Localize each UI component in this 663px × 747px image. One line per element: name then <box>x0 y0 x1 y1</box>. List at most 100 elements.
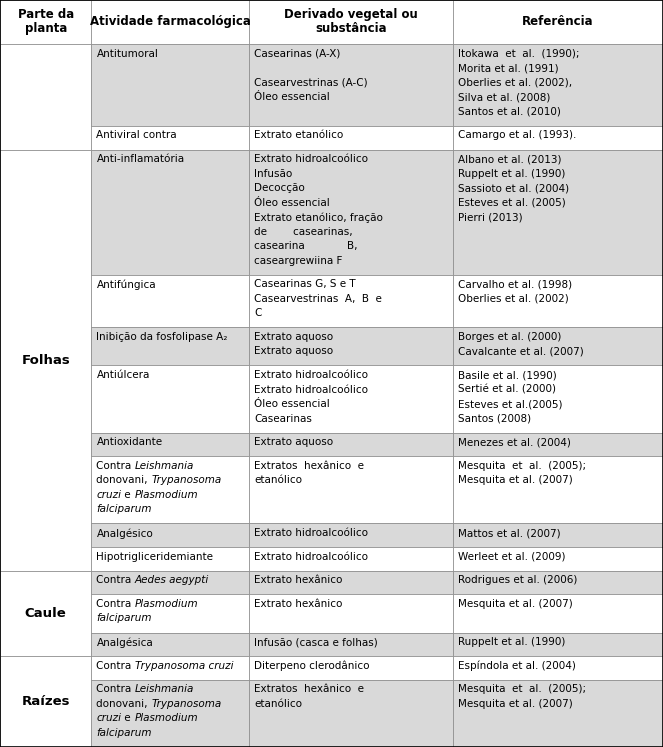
Bar <box>249 149 453 275</box>
Bar <box>249 456 453 524</box>
Text: Santos et al. (2010): Santos et al. (2010) <box>458 107 561 117</box>
Text: casearina             B,: casearina B, <box>255 241 358 251</box>
Bar <box>249 656 453 680</box>
Text: Extrato hexânico: Extrato hexânico <box>255 575 343 586</box>
Text: Esteves et al. (2005): Esteves et al. (2005) <box>458 198 566 208</box>
Bar <box>249 547 453 571</box>
Text: Extrato etanólico: Extrato etanólico <box>255 131 343 140</box>
Text: Parte da: Parte da <box>18 7 74 21</box>
Text: Contra: Contra <box>97 661 135 671</box>
Text: Folhas: Folhas <box>21 353 70 367</box>
Bar <box>453 524 663 547</box>
Text: Pierri (2013): Pierri (2013) <box>458 212 522 222</box>
Bar <box>453 44 663 126</box>
Bar <box>91 680 249 747</box>
Text: Extrato hidroalcoólico: Extrato hidroalcoólico <box>255 370 368 380</box>
Bar <box>0 149 91 571</box>
Text: e: e <box>121 490 135 500</box>
Bar <box>249 0 453 44</box>
Text: Extrato aquoso: Extrato aquoso <box>255 437 333 447</box>
Text: Derivado vegetal ou: Derivado vegetal ou <box>284 7 418 21</box>
Text: Mesquita  et  al.  (2005);: Mesquita et al. (2005); <box>458 461 586 471</box>
Text: Silva et al. (2008): Silva et al. (2008) <box>458 93 550 102</box>
Bar <box>249 571 453 595</box>
Bar <box>91 365 249 433</box>
Bar <box>453 680 663 747</box>
Text: Mesquita et al. (2007): Mesquita et al. (2007) <box>458 599 573 609</box>
Bar <box>453 275 663 327</box>
Text: Casearinas: Casearinas <box>255 414 312 424</box>
Bar <box>453 456 663 524</box>
Text: cruzi: cruzi <box>97 713 121 723</box>
Text: Trypanosoma cruzi: Trypanosoma cruzi <box>135 661 233 671</box>
Text: Aedes aegypti: Aedes aegypti <box>135 575 210 586</box>
Bar <box>249 126 453 149</box>
Bar <box>453 126 663 149</box>
Text: Raízes: Raízes <box>21 695 70 708</box>
Text: Contra: Contra <box>97 599 135 609</box>
Text: Espíndola et al. (2004): Espíndola et al. (2004) <box>458 661 575 672</box>
Text: Rodrigues et al. (2006): Rodrigues et al. (2006) <box>458 575 577 586</box>
Text: Ruppelt et al. (1990): Ruppelt et al. (1990) <box>458 637 565 647</box>
Bar <box>91 0 249 44</box>
Bar <box>0 44 91 149</box>
Text: Decocção: Decocção <box>255 183 305 193</box>
Text: Extrato hidroalcoólico: Extrato hidroalcoólico <box>255 385 368 394</box>
Text: Camargo et al. (1993).: Camargo et al. (1993). <box>458 131 576 140</box>
Text: Plasmodium: Plasmodium <box>135 713 198 723</box>
Text: etanólico: etanólico <box>255 699 302 709</box>
Bar <box>91 327 249 365</box>
Text: Antiviral contra: Antiviral contra <box>97 131 180 140</box>
Text: Antifúngica: Antifúngica <box>97 279 156 290</box>
Bar <box>91 595 249 633</box>
Text: de        casearinas,: de casearinas, <box>255 226 353 237</box>
Text: Extrato hexânico: Extrato hexânico <box>255 599 343 609</box>
Text: Morita et al. (1991): Morita et al. (1991) <box>458 63 558 73</box>
Bar <box>453 547 663 571</box>
Text: Hipotrigliceridemiante: Hipotrigliceridemiante <box>97 552 213 562</box>
Bar <box>249 680 453 747</box>
Text: Infusão: Infusão <box>255 169 292 179</box>
Text: Casearinas (A-X): Casearinas (A-X) <box>255 49 341 59</box>
Bar <box>249 44 453 126</box>
Bar <box>91 571 249 595</box>
Bar <box>91 126 249 149</box>
Bar <box>453 365 663 433</box>
Text: Casearvestrinas (A-C): Casearvestrinas (A-C) <box>255 78 368 88</box>
Bar <box>91 524 249 547</box>
Text: falciparum: falciparum <box>97 504 152 515</box>
Text: Werleet et al. (2009): Werleet et al. (2009) <box>458 552 566 562</box>
Bar <box>91 633 249 656</box>
Text: Inibição da fosfolipase A₂: Inibição da fosfolipase A₂ <box>97 332 228 342</box>
Bar <box>91 547 249 571</box>
Bar <box>249 595 453 633</box>
Text: Mesquita  et  al.  (2005);: Mesquita et al. (2005); <box>458 684 586 695</box>
Text: Casearinas G, S e T: Casearinas G, S e T <box>255 279 356 289</box>
Text: Esteves et al.(2005): Esteves et al.(2005) <box>458 399 562 409</box>
Text: Cavalcante et al. (2007): Cavalcante et al. (2007) <box>458 347 583 356</box>
Bar <box>249 275 453 327</box>
Text: Plasmodium: Plasmodium <box>135 490 198 500</box>
Text: Leishmania: Leishmania <box>135 684 194 695</box>
Text: e: e <box>121 713 135 723</box>
Text: Analgésica: Analgésica <box>97 637 153 648</box>
Text: Caule: Caule <box>25 607 66 620</box>
Bar <box>249 433 453 456</box>
Bar <box>453 595 663 633</box>
Text: Leishmania: Leishmania <box>135 461 194 471</box>
Text: Contra: Contra <box>97 461 135 471</box>
Bar <box>453 0 663 44</box>
Text: Extrato hidroalcoólico: Extrato hidroalcoólico <box>255 552 368 562</box>
Text: Carvalho et al. (1998): Carvalho et al. (1998) <box>458 279 572 289</box>
Text: Mesquita et al. (2007): Mesquita et al. (2007) <box>458 475 573 486</box>
Text: Óleo essencial: Óleo essencial <box>255 93 330 102</box>
Text: etanólico: etanólico <box>255 475 302 486</box>
Bar <box>249 365 453 433</box>
Text: Extrato hidroalcoólico: Extrato hidroalcoólico <box>255 528 368 538</box>
Text: donovani,: donovani, <box>97 475 151 486</box>
Text: Contra: Contra <box>97 684 135 695</box>
Text: Antioxidante: Antioxidante <box>97 437 162 447</box>
Text: Santos (2008): Santos (2008) <box>458 414 531 424</box>
Text: Casearvestrinas  A,  B  e: Casearvestrinas A, B e <box>255 294 382 304</box>
Bar <box>453 433 663 456</box>
